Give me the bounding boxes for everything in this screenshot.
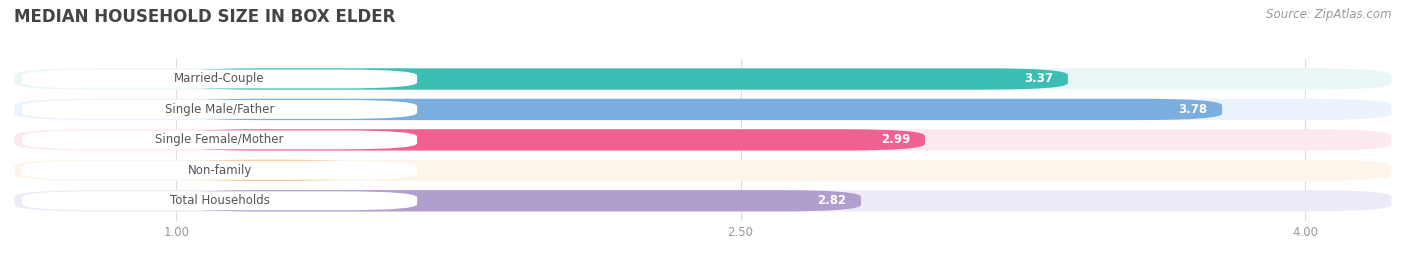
FancyBboxPatch shape xyxy=(176,68,1069,90)
FancyBboxPatch shape xyxy=(22,161,418,180)
FancyBboxPatch shape xyxy=(22,130,418,149)
Text: Married-Couple: Married-Couple xyxy=(174,72,264,86)
FancyBboxPatch shape xyxy=(14,190,1392,211)
FancyBboxPatch shape xyxy=(14,68,1392,90)
FancyBboxPatch shape xyxy=(22,69,418,89)
FancyBboxPatch shape xyxy=(22,191,418,210)
Text: Single Female/Mother: Single Female/Mother xyxy=(155,133,284,146)
Text: MEDIAN HOUSEHOLD SIZE IN BOX ELDER: MEDIAN HOUSEHOLD SIZE IN BOX ELDER xyxy=(14,8,395,26)
Text: 3.78: 3.78 xyxy=(1178,103,1208,116)
FancyBboxPatch shape xyxy=(176,160,364,181)
Text: Single Male/Father: Single Male/Father xyxy=(165,103,274,116)
FancyBboxPatch shape xyxy=(176,190,860,211)
Text: 1.50: 1.50 xyxy=(321,164,349,177)
Text: 2.82: 2.82 xyxy=(817,194,846,207)
Text: Non-family: Non-family xyxy=(187,164,252,177)
FancyBboxPatch shape xyxy=(22,100,418,119)
FancyBboxPatch shape xyxy=(176,99,1222,120)
Text: Total Households: Total Households xyxy=(170,194,270,207)
FancyBboxPatch shape xyxy=(176,129,925,151)
FancyBboxPatch shape xyxy=(14,99,1392,120)
Text: 3.37: 3.37 xyxy=(1024,72,1053,86)
Text: 2.99: 2.99 xyxy=(880,133,910,146)
Text: Source: ZipAtlas.com: Source: ZipAtlas.com xyxy=(1267,8,1392,21)
FancyBboxPatch shape xyxy=(14,129,1392,151)
FancyBboxPatch shape xyxy=(14,160,1392,181)
